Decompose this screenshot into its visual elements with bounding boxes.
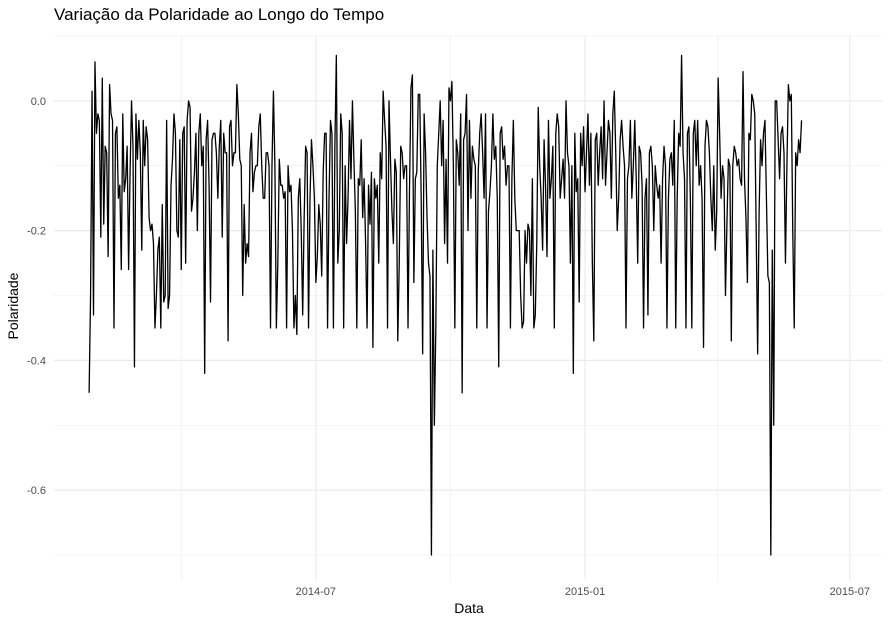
major-gridlines [54,36,882,580]
x-tick-labels: 2014-07 2015-01 2015-07 [296,586,870,598]
y-tick-label: 0.0 [31,96,46,108]
y-tick-label: -0.4 [27,355,46,367]
y-tick-label: -0.6 [27,485,46,497]
minor-gridlines [54,35,882,580]
x-tick-label: 2014-07 [296,586,336,598]
polarity-series-line [88,54,803,556]
y-axis-title: Polaridade [5,272,21,339]
series-layer [88,54,803,556]
y-tick-labels: 0.0 -0.2 -0.4 -0.6 [27,96,46,497]
x-tick-label: 2015-07 [830,586,870,598]
x-axis-title: Data [454,600,484,616]
y-tick-label: -0.2 [27,226,46,238]
chart-title: Variação da Polaridade ao Longo do Tempo [54,5,384,24]
x-tick-label: 2015-01 [565,586,605,598]
